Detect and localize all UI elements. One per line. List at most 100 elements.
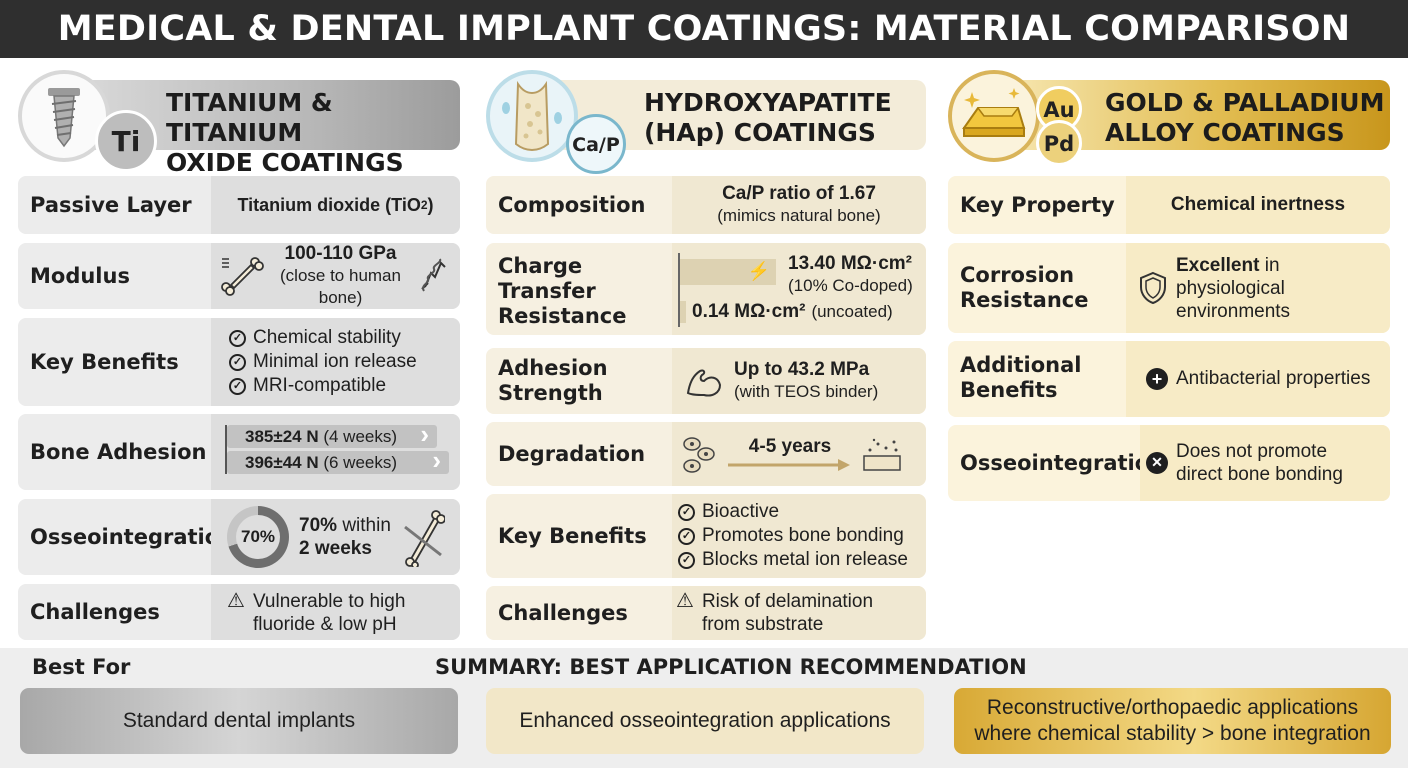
bar-period: (6 weeks) <box>323 453 398 472</box>
resistance-low-value: 0.14 MΩ·cm² <box>692 301 806 322</box>
titanium-badge: Ti <box>95 110 157 172</box>
row-label: Key Benefits <box>498 523 647 548</box>
challenge-text: Risk of delamination from substrate <box>702 590 873 636</box>
resistance-bar-low <box>680 301 686 323</box>
osseointegration-text: 70% within 2 weeks <box>299 514 391 560</box>
row-value: 100-110 GPa (close to human bone) <box>211 243 460 309</box>
challenge-line2: fluoride & low pH <box>252 614 397 635</box>
osseo-bold: 70% <box>299 515 338 536</box>
resistance-low-note: (uncoated) <box>811 302 893 321</box>
surface-particles-icon <box>863 438 901 471</box>
gold-additional-row: Additional Benefits + Antibacterial prop… <box>948 341 1390 417</box>
shield-icon <box>1140 271 1166 305</box>
list-item-text: Chemical stability <box>253 327 401 348</box>
titanium-header: Ti TITANIUM & TITANIUM OXIDE COATINGS <box>18 68 460 177</box>
row-label: Key Benefits <box>30 349 179 374</box>
titanium-column: Ti TITANIUM & TITANIUM OXIDE COATINGS Pa… <box>18 68 460 640</box>
gold-application-line1: Reconstructive/orthopaedic applications <box>986 696 1359 719</box>
label-line2: Transfer <box>498 279 596 303</box>
adhesion-bar-4-weeks: 385±24 N (4 weeks) <box>227 423 437 448</box>
osseo-rest: within <box>342 515 391 536</box>
composition-value: Ca/P ratio of 1.67 <box>722 183 876 204</box>
gold-application-line2: where chemical stability > bone integrat… <box>974 722 1371 745</box>
titanium-title-line2: OXIDE COATINGS <box>166 148 404 177</box>
hap-application: Enhanced osseointegration applications <box>486 688 924 754</box>
list-item-text: MRI-compatible <box>253 375 387 396</box>
hap-key-benefits-row: Key Benefits ✓ Bioactive ✓ Promotes bone b… <box>486 494 926 578</box>
ti-bone-adhesion-row: Bone Adhesion 385±24 N (4 weeks) 396±44 … <box>18 414 460 490</box>
row-value: ⚠ Risk of delamination from substrate <box>672 586 926 640</box>
gold-column: Au Pd GOLD & PALLADIUM ALLOY COATINGS Ke… <box>948 68 1390 501</box>
resistance-low: 0.14 MΩ·cm² (uncoated) <box>678 297 926 327</box>
tio2-text: Titanium dioxide (TiO <box>237 195 421 215</box>
row-value: Chemical inertness <box>1126 176 1390 234</box>
degradation-arrow: 4-5 years <box>728 436 852 472</box>
osseo-line2: direct bone bonding <box>1176 464 1343 485</box>
hap-title: HYDROXYAPATITE (HAp) COATINGS <box>644 88 892 148</box>
row-value: 70% 70% within 2 weeks <box>211 499 460 575</box>
row-label: Additional Benefits <box>948 341 1126 417</box>
row-label: Charge Transfer Resistance <box>486 243 672 335</box>
resistance-high-value: 13.40 MΩ·cm² <box>788 253 913 274</box>
adhesion-bar-6-weeks: 396±44 N (6 weeks) <box>227 449 449 474</box>
hap-header: Ca/P HYDROXYAPATITE (HAp) COATINGS <box>486 68 926 174</box>
label-line1: Corrosion <box>960 263 1075 287</box>
gold-bar-icon <box>948 70 1040 162</box>
row-label: Key Property <box>960 192 1115 217</box>
label-line1: Adhesion <box>498 356 608 380</box>
osseo-line1: Does not promote <box>1176 441 1328 462</box>
osseo-text: Does not promote direct bone bonding <box>1176 440 1343 486</box>
bone-cross-section-icon <box>486 70 578 162</box>
ring-label: 70% <box>236 515 280 559</box>
adhesion-text: Up to 43.2 MPa (with TEOS binder) <box>734 359 878 403</box>
label-line1: Charge <box>498 254 583 278</box>
list-item: ✓ MRI-compatible <box>229 374 417 398</box>
row-value: Ca/P ratio of 1.67 (mimics natural bone) <box>672 176 926 234</box>
check-circle-icon: ✓ <box>678 503 695 521</box>
row-value: Titanium dioxide (TiO 2) <box>211 176 460 234</box>
screw-implant-icon <box>18 70 110 162</box>
cap-badge: Ca/P <box>566 114 626 174</box>
row-label: Osseointegration <box>960 450 1165 475</box>
label-line2: Resistance <box>960 288 1089 312</box>
gold-key-property-row: Key Property Chemical inertness <box>948 176 1390 234</box>
warning-icon: ⚠ <box>676 590 694 612</box>
list-item-text: Minimal ion release <box>253 351 417 372</box>
row-label: Adhesion Strength <box>486 348 672 414</box>
list-item: ✓ Bioactive <box>678 500 908 524</box>
label-line1: Additional <box>960 353 1082 377</box>
hap-charge-transfer-row: Charge Transfer Resistance ⚡ 13.40 MΩ·cm… <box>486 243 926 335</box>
list-item: ✓ Promotes bone bonding <box>678 524 908 548</box>
modulus-note: (close to human bone) <box>280 266 401 307</box>
hap-title-line2: (HAp) COATINGS <box>644 118 876 147</box>
gold-title-line1: GOLD & PALLADIUM <box>1105 88 1385 117</box>
osseointegration-ring: 70% <box>227 506 289 568</box>
row-label: Modulus <box>30 263 130 288</box>
row-label: Composition <box>498 192 646 217</box>
adhesion-note: (with TEOS binder) <box>734 382 879 401</box>
list-item-text: Blocks metal ion release <box>702 549 908 570</box>
corrosion-line2: physiological <box>1176 277 1285 299</box>
row-value: Up to 43.2 MPa (with TEOS binder) <box>672 348 926 414</box>
bone-cross-section-icon <box>403 510 445 567</box>
summary-title: SUMMARY: BEST APPLICATION RECOMMENDATION <box>435 655 1027 679</box>
challenge-text: Vulnerable to high fluoride & low pH <box>253 590 405 636</box>
adhesion-value: Up to 43.2 MPa <box>734 359 870 380</box>
bar-value: 396±44 N <box>245 453 319 472</box>
hap-benefits-list: ✓ Bioactive ✓ Promotes bone bonding ✓ Block… <box>678 500 908 572</box>
row-label: Osseointegration <box>30 524 235 549</box>
ti-passive-layer-row: Passive Layer Titanium dioxide (TiO 2) <box>18 176 460 234</box>
modulus-text: 100-110 GPa (close to human bone) <box>265 243 416 309</box>
gold-application: Reconstructive/orthopaedic applications … <box>954 688 1391 754</box>
list-item: ✓ Minimal ion release <box>229 350 417 374</box>
list-item: ✓ Chemical stability <box>229 326 417 350</box>
row-label: Corrosion Resistance <box>948 243 1126 333</box>
row-value: Excellent in physiological environments <box>1126 243 1390 333</box>
ti-benefits-list: ✓ Chemical stability ✓ Minimal ion release… <box>229 326 417 398</box>
label-line2: Benefits <box>960 378 1058 402</box>
list-item-text: Promotes bone bonding <box>702 525 904 546</box>
check-circle-icon: ✓ <box>229 353 246 371</box>
corrosion-rest: in <box>1264 254 1280 276</box>
hap-degradation-row: Degradation 4-5 years <box>486 422 926 486</box>
gold-osseointegration-row: Osseointegration ✕ Does not promote dire… <box>948 425 1390 501</box>
